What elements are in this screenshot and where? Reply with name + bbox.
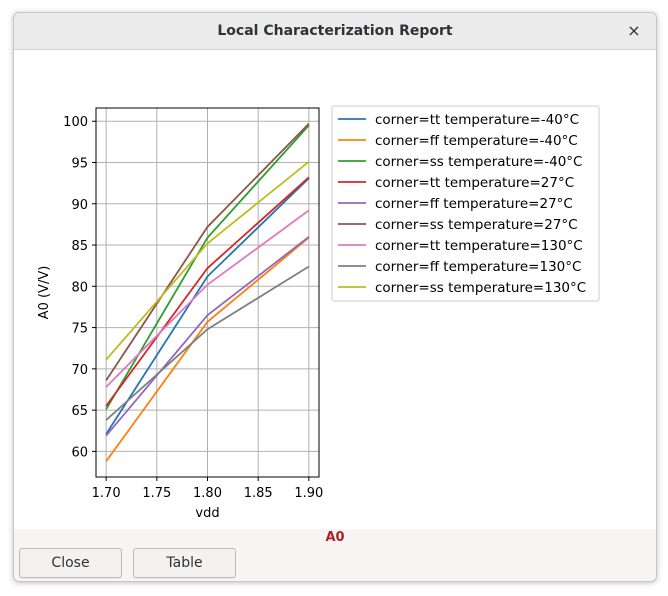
- x-tick-label: 1.85: [244, 486, 273, 501]
- series-line-5: [105, 236, 310, 437]
- legend-entry: corner=tt temperature=130°C: [375, 238, 583, 254]
- series-line-9: [105, 160, 310, 361]
- series-line-1: [105, 177, 310, 435]
- series-line-7: [105, 209, 310, 388]
- close-button[interactable]: Close: [19, 548, 122, 578]
- legend-entry: corner=ff temperature=-40°C: [375, 133, 578, 149]
- legend-entry: corner=ss temperature=27°C: [375, 217, 578, 233]
- x-tick-label: 1.90: [294, 486, 323, 501]
- y-tick-label: 100: [63, 115, 88, 130]
- legend-entry: corner=ss temperature=130°C: [375, 280, 586, 296]
- line-chart: 1.70 1.75 1.80 1.85 1.906065707580859095100 …: [37, 105, 600, 521]
- y-tick-label: 85: [71, 239, 88, 254]
- legend: corner=tt temperature=-40°C corner=ff tem…: [331, 105, 600, 302]
- window-title: Local Characterization Report: [217, 23, 453, 39]
- legend-entry: corner=ff temperature=27°C: [375, 196, 573, 212]
- legend-entry: corner=ff temperature=130°C: [375, 259, 581, 275]
- series-line-2: [105, 236, 310, 462]
- legend-entry: corner=tt temperature=-40°C: [375, 112, 579, 128]
- y-tick-label: 80: [71, 280, 88, 295]
- y-tick-label: 75: [71, 322, 88, 337]
- x-tick-label: 1.75: [142, 486, 171, 501]
- legend-box: [331, 105, 600, 302]
- legend-entry: corner=ss temperature=-40°C: [375, 154, 582, 170]
- y-tick-label: 90: [71, 198, 88, 213]
- y-tick-label: 60: [71, 445, 88, 460]
- legend-entry: corner=tt temperature=27°C: [375, 175, 574, 191]
- plot-area: 1.70 1.75 1.80 1.85 1.90 60 65 70 75 80 85 90 95 100 …: [14, 50, 656, 529]
- y-axis-label: A0 (V/V): [37, 266, 52, 320]
- y-tick-label: 95: [71, 156, 88, 171]
- close-icon[interactable]: ×: [627, 21, 641, 40]
- table-button[interactable]: Table: [133, 548, 236, 578]
- report-window: Local Characterization Report × 1.70 1.75…: [13, 12, 657, 582]
- status-label: A0: [325, 530, 345, 545]
- title-bar: Local Characterization Report ×: [14, 13, 656, 50]
- y-tick-label: 65: [71, 404, 88, 419]
- series-line-8: [105, 265, 310, 421]
- y-tick-label: 70: [71, 363, 88, 378]
- x-tick-label: 1.70: [92, 486, 121, 501]
- x-axis-label: vdd: [195, 506, 219, 521]
- series-line-4: [105, 176, 310, 407]
- x-tick-label: 1.80: [193, 486, 222, 501]
- series-line-6: [105, 123, 310, 381]
